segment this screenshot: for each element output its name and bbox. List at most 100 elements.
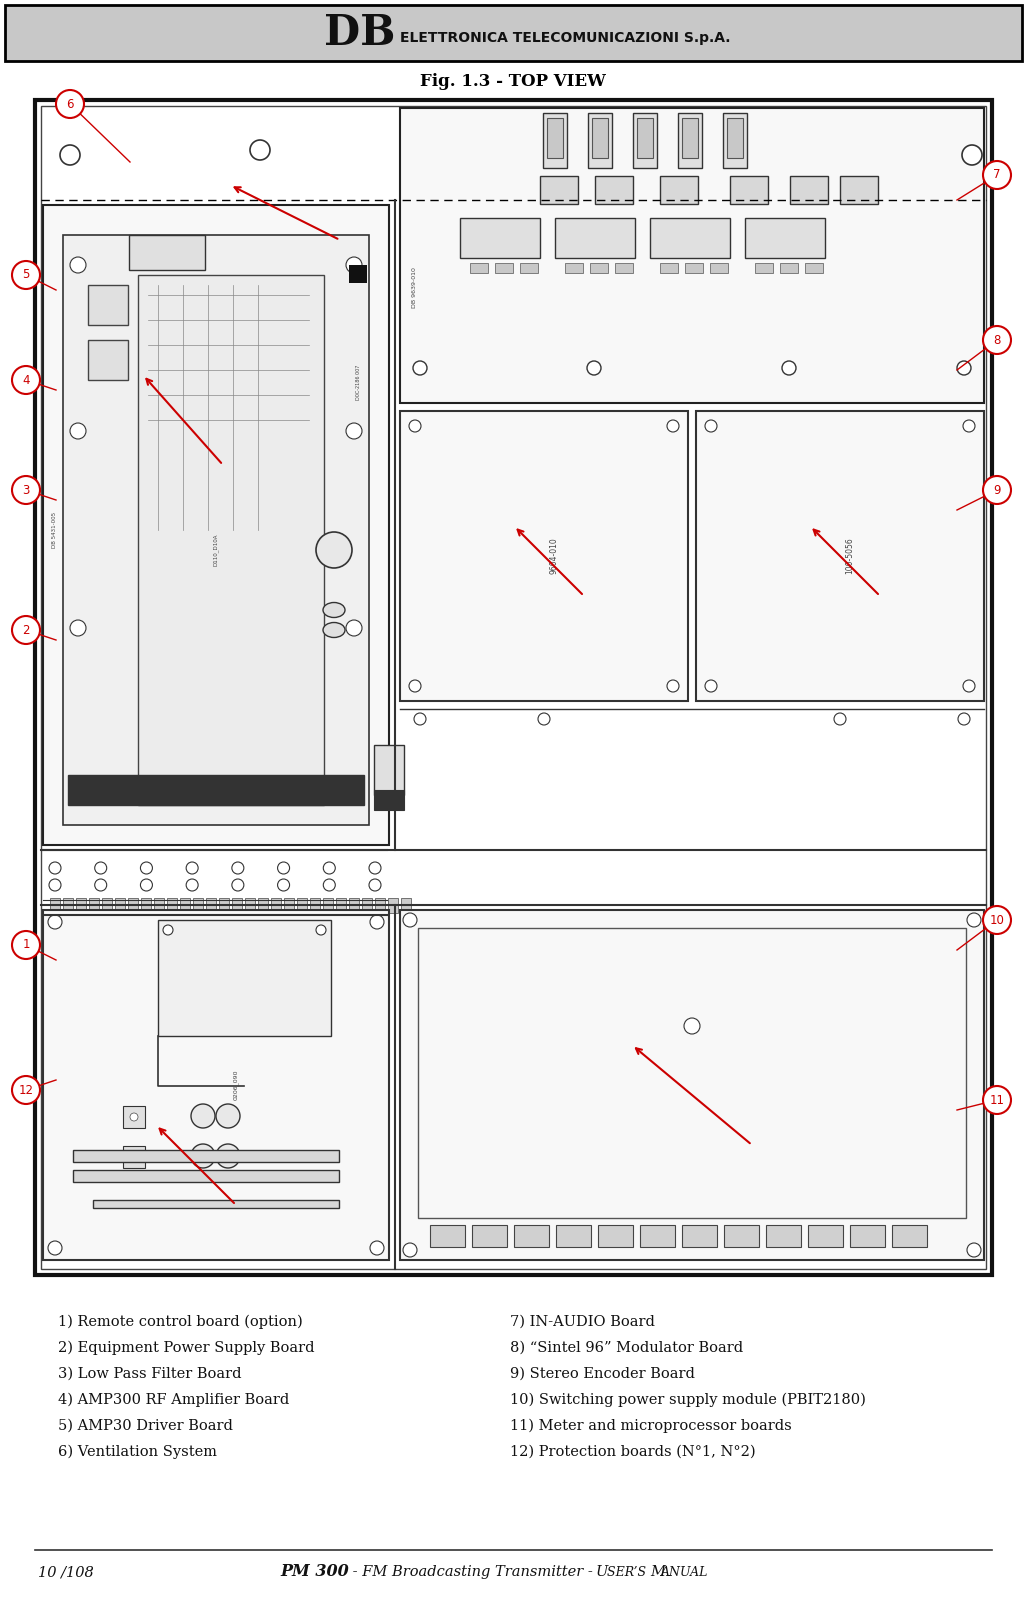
Bar	[589, 262, 608, 274]
Bar	[374, 746, 404, 795]
Circle shape	[346, 422, 362, 438]
Text: 9604-010: 9604-010	[549, 538, 559, 574]
Text: 8: 8	[993, 333, 1000, 347]
Circle shape	[70, 422, 86, 438]
Bar	[592, 118, 608, 158]
Bar	[73, 1170, 339, 1182]
Bar	[470, 262, 488, 274]
Text: 9: 9	[993, 483, 1000, 496]
Text: 9) Stereo Encoder Board: 9) Stereo Encoder Board	[510, 1366, 695, 1381]
Text: 7: 7	[993, 168, 1000, 181]
Bar	[128, 898, 138, 914]
Circle shape	[12, 477, 40, 504]
Text: 2) Equipment Power Supply Board: 2) Equipment Power Supply Board	[58, 1341, 314, 1355]
Bar	[543, 114, 567, 168]
Text: PM 300: PM 300	[280, 1563, 349, 1581]
Bar	[640, 1226, 675, 1246]
Bar	[88, 285, 128, 325]
Bar	[547, 118, 563, 158]
Circle shape	[667, 419, 679, 432]
Bar	[565, 262, 583, 274]
Text: 12) Protection boards (N°1, N°2): 12) Protection boards (N°1, N°2)	[510, 1445, 756, 1459]
Circle shape	[958, 714, 969, 725]
Circle shape	[983, 477, 1011, 504]
Circle shape	[191, 1104, 215, 1128]
Circle shape	[403, 914, 417, 926]
Circle shape	[130, 1154, 138, 1162]
Bar	[232, 898, 242, 914]
Bar	[76, 898, 86, 914]
Bar	[324, 898, 333, 914]
Bar	[556, 1226, 591, 1246]
Circle shape	[834, 714, 846, 725]
Bar	[63, 235, 369, 826]
Circle shape	[782, 362, 796, 374]
Bar	[102, 898, 112, 914]
Bar	[5, 5, 1022, 61]
Bar	[472, 1226, 507, 1246]
Circle shape	[983, 162, 1011, 189]
Bar	[727, 118, 743, 158]
Text: D110_D10A: D110_D10A	[214, 534, 219, 566]
Bar	[43, 205, 389, 845]
Bar	[93, 1200, 339, 1208]
Bar	[892, 1226, 927, 1246]
Circle shape	[369, 878, 381, 891]
Bar	[660, 176, 698, 203]
Circle shape	[141, 862, 152, 874]
Bar	[310, 898, 320, 914]
Circle shape	[346, 619, 362, 635]
Circle shape	[705, 419, 717, 432]
Text: 11: 11	[989, 1093, 1004, 1107]
Circle shape	[232, 878, 243, 891]
Text: 5) AMP30 Driver Board: 5) AMP30 Driver Board	[58, 1419, 233, 1434]
Circle shape	[324, 878, 335, 891]
Circle shape	[12, 1075, 40, 1104]
Circle shape	[370, 1242, 384, 1254]
Bar	[68, 774, 364, 805]
Circle shape	[60, 146, 80, 165]
Text: 10 /108: 10 /108	[38, 1565, 93, 1579]
Circle shape	[370, 915, 384, 930]
Bar	[696, 411, 984, 701]
Bar	[129, 235, 205, 270]
Bar	[745, 218, 825, 258]
Bar	[400, 910, 984, 1261]
Circle shape	[983, 906, 1011, 934]
Bar	[730, 176, 768, 203]
Circle shape	[962, 146, 982, 165]
Bar	[400, 109, 984, 403]
Bar	[637, 118, 653, 158]
Bar	[271, 898, 281, 914]
Text: 8) “Sintel 96” Modulator Board: 8) “Sintel 96” Modulator Board	[510, 1341, 744, 1355]
Bar	[50, 898, 60, 914]
Bar	[219, 898, 229, 914]
Bar	[514, 1226, 549, 1246]
Text: 10) Switching power supply module (PBIT2180): 10) Switching power supply module (PBIT2…	[510, 1394, 866, 1408]
Text: 4) AMP300 RF Amplifier Board: 4) AMP300 RF Amplifier Board	[58, 1394, 290, 1408]
Circle shape	[56, 90, 84, 118]
Bar	[682, 118, 698, 158]
Bar	[362, 898, 372, 914]
Bar	[374, 790, 404, 810]
Circle shape	[957, 362, 971, 374]
Bar	[678, 114, 702, 168]
Circle shape	[967, 914, 981, 926]
Circle shape	[94, 862, 107, 874]
Bar	[73, 1150, 339, 1162]
Bar	[284, 898, 294, 914]
Bar	[349, 898, 359, 914]
Bar	[633, 114, 657, 168]
Text: D0C-2186 007: D0C-2186 007	[356, 365, 362, 400]
Circle shape	[346, 258, 362, 274]
Bar	[650, 218, 730, 258]
Circle shape	[409, 680, 421, 691]
Text: DB 9639-010: DB 9639-010	[413, 267, 418, 309]
Circle shape	[130, 1114, 138, 1122]
Text: 6) Ventilation System: 6) Ventilation System	[58, 1445, 217, 1459]
Text: ELETTRONICA TELECOMUNICAZIONI S.p.A.: ELETTRONICA TELECOMUNICAZIONI S.p.A.	[400, 30, 730, 45]
Bar	[258, 898, 268, 914]
Bar	[154, 898, 164, 914]
Bar	[755, 262, 773, 274]
Bar	[401, 898, 411, 914]
